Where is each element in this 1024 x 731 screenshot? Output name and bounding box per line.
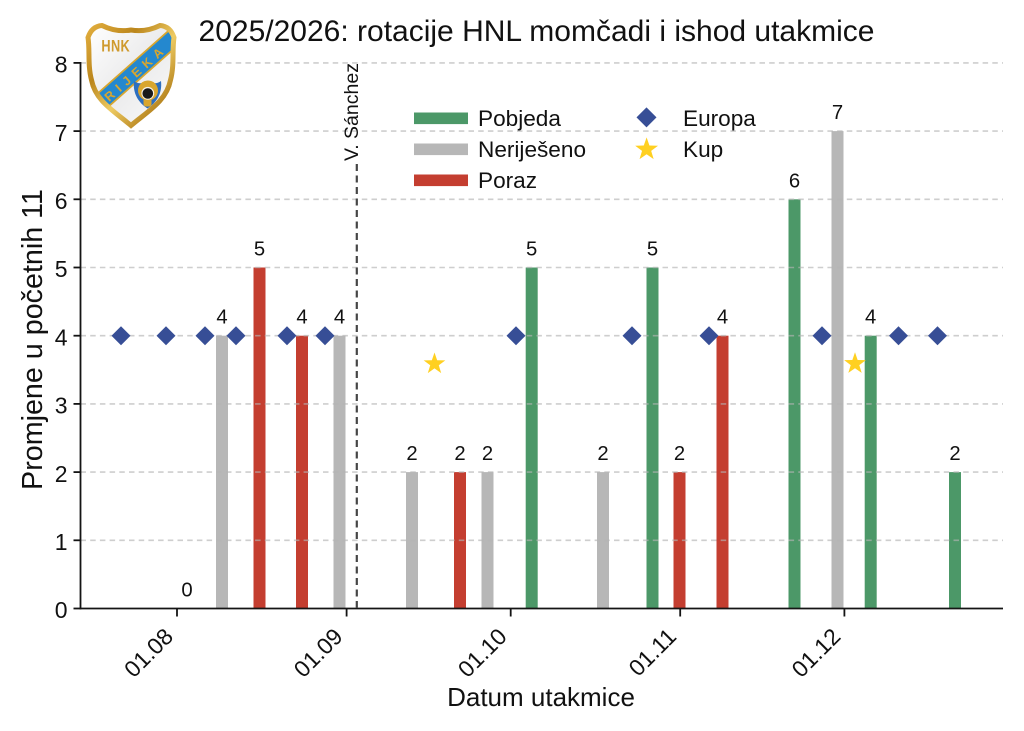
svg-text:7: 7 xyxy=(832,102,843,124)
svg-text:Kup: Kup xyxy=(683,137,723,162)
svg-text:5: 5 xyxy=(526,239,537,261)
svg-text:2: 2 xyxy=(482,443,493,465)
svg-text:4: 4 xyxy=(717,307,728,329)
svg-text:2: 2 xyxy=(597,443,608,465)
svg-text:2025/2026: rotacije HNL momčad: 2025/2026: rotacije HNL momčadi i ishod … xyxy=(199,15,875,48)
svg-text:2: 2 xyxy=(55,461,68,487)
svg-text:V. Sánchez: V. Sánchez xyxy=(341,63,363,161)
svg-text:1: 1 xyxy=(55,529,68,555)
svg-text:2: 2 xyxy=(454,443,465,465)
svg-text:Europa: Europa xyxy=(683,106,756,131)
svg-text:Promjene u početnih 11: Promjene u početnih 11 xyxy=(17,189,49,490)
svg-text:4: 4 xyxy=(55,324,68,350)
svg-text:4: 4 xyxy=(216,307,227,329)
svg-text:2: 2 xyxy=(406,443,417,465)
svg-text:Poraz: Poraz xyxy=(478,168,537,193)
svg-text:0: 0 xyxy=(181,580,192,602)
svg-text:5: 5 xyxy=(647,239,658,261)
svg-text:Neriješeno: Neriješeno xyxy=(478,137,586,162)
svg-text:5: 5 xyxy=(55,256,68,282)
svg-text:Datum utakmice: Datum utakmice xyxy=(447,682,635,712)
svg-text:4: 4 xyxy=(334,307,345,329)
svg-text:3: 3 xyxy=(55,393,68,419)
svg-text:HNK: HNK xyxy=(101,37,130,56)
svg-text:2: 2 xyxy=(949,443,960,465)
svg-text:Pobjeda: Pobjeda xyxy=(478,106,561,131)
svg-text:6: 6 xyxy=(789,170,800,192)
svg-text:6: 6 xyxy=(55,188,68,214)
svg-text:4: 4 xyxy=(296,307,307,329)
svg-text:4: 4 xyxy=(865,307,876,329)
svg-text:8: 8 xyxy=(55,52,68,78)
svg-text:0: 0 xyxy=(55,597,68,623)
svg-text:7: 7 xyxy=(55,120,68,146)
svg-text:5: 5 xyxy=(254,239,265,261)
svg-text:2: 2 xyxy=(674,443,685,465)
